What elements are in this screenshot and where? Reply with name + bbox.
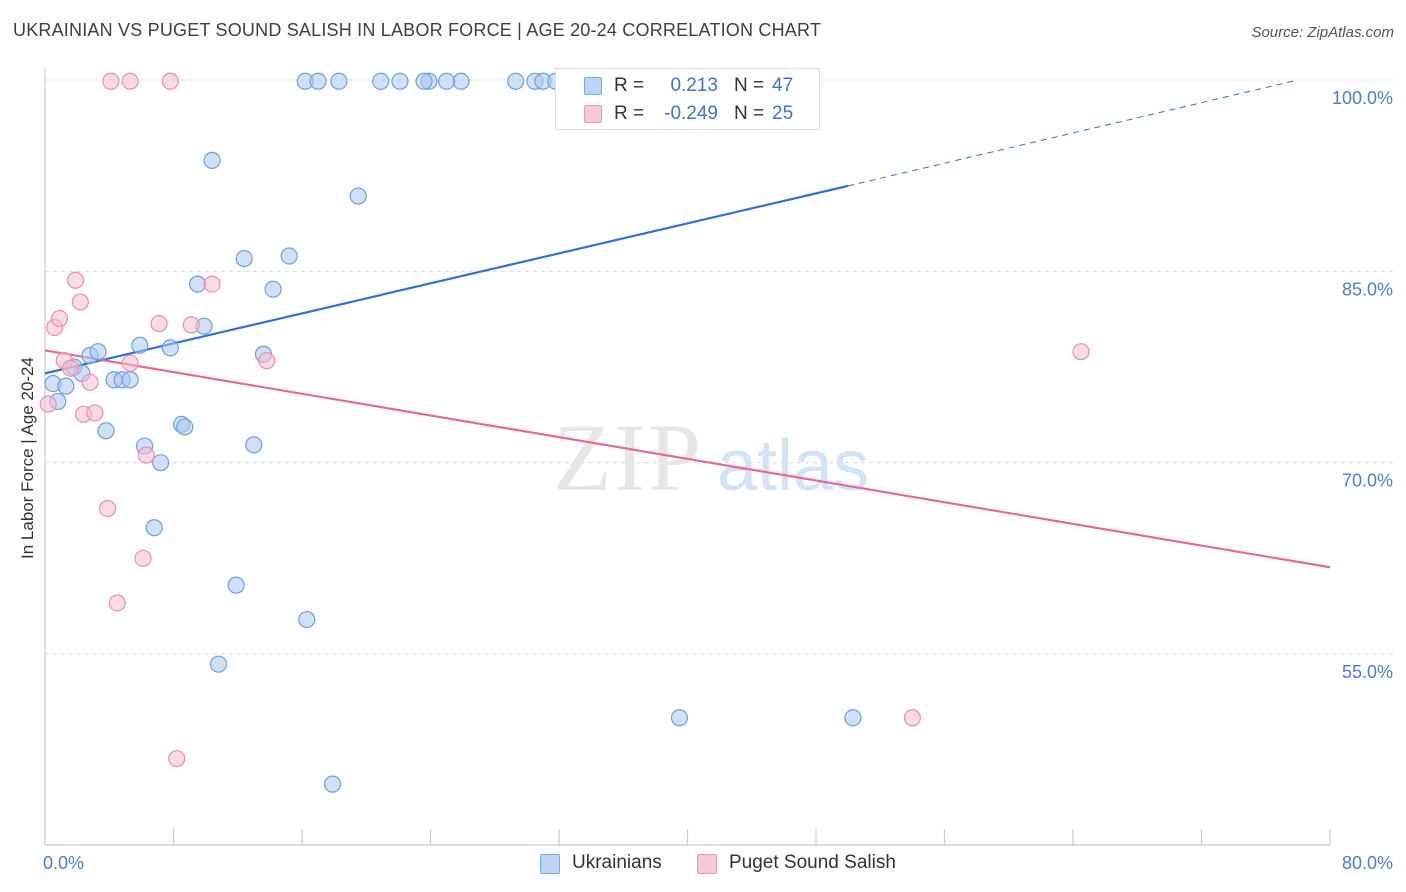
legend-swatch-puget-sound-salish — [697, 854, 717, 874]
trend-line-ukrainians-extension — [848, 79, 1298, 187]
stats-row-ukrainians: R = 0.213 N = 47 — [556, 72, 819, 100]
puget-sound-salish-point — [203, 275, 221, 293]
legend-swatch-ukrainians — [540, 854, 560, 874]
puget-sound-salish-point — [99, 499, 117, 518]
stats-swatch-puget-sound-salish — [584, 105, 602, 123]
stats-n-label: N = — [734, 75, 765, 96]
ukrainians-point — [844, 709, 862, 727]
ukrainians-point — [415, 72, 433, 90]
puget-sound-salish-point — [168, 749, 186, 768]
ukrainians-point — [330, 72, 348, 90]
puget-sound-salish-point — [62, 359, 80, 377]
legend-label-puget-sound-salish: Puget Sound Salish — [729, 852, 896, 873]
stats-box: R = 0.213 N = 47 R = -0.249 N = 25 — [555, 68, 820, 130]
ukrainians-point — [437, 72, 456, 90]
ukrainians-point — [670, 709, 689, 727]
ukrainians-point — [309, 72, 327, 90]
puget-sound-salish-point — [71, 293, 89, 311]
ukrainians-point — [121, 371, 139, 389]
stats-n-label: N = — [734, 103, 765, 124]
ukrainians-point — [372, 72, 390, 90]
source-credit: Source: ZipAtlas.com — [1251, 24, 1394, 41]
puget-sound-salish-point — [182, 316, 200, 334]
tick-labels: 100.0% 85.0% 70.0% 55.0% 0.0% 80.0% — [43, 88, 1393, 873]
ukrainians-point — [349, 187, 367, 205]
ukrainians-point — [280, 247, 298, 265]
trend-line-puget-sound-salish — [44, 349, 1331, 569]
puget-sound-salish-point — [134, 549, 152, 567]
stats-swatch-ukrainians — [584, 77, 602, 95]
grid-lines — [45, 79, 1395, 655]
y-tick-label: 100.0% — [1332, 88, 1393, 108]
y-tick-label: 70.0% — [1342, 471, 1393, 491]
ukrainians-point — [452, 72, 470, 90]
stats-r-label: R = — [614, 75, 645, 96]
ukrainians-point — [131, 336, 149, 354]
trend-lines — [44, 79, 1331, 569]
puget-sound-salish-point — [258, 352, 276, 370]
axes — [44, 68, 1331, 846]
stats-row-puget-sound-salish: R = -0.249 N = 25 — [556, 100, 819, 128]
chart-title: UKRAINIAN VS PUGET SOUND SALISH IN LABOR… — [13, 20, 822, 40]
stats-r-value: -0.249 — [664, 103, 718, 124]
ukrainians-point — [227, 576, 245, 594]
ukrainians-point — [209, 655, 228, 673]
ukrainians-point — [298, 610, 316, 629]
stats-n-value: 47 — [772, 75, 794, 96]
ukrainians-point — [507, 72, 525, 90]
ukrainians-point — [161, 339, 179, 357]
x-tick-label: 0.0% — [43, 853, 84, 873]
ukrainians-point — [203, 151, 221, 169]
puget-sound-salish-point — [1072, 343, 1090, 361]
ukrainians-point — [176, 418, 194, 436]
ukrainians-point — [145, 519, 163, 537]
ukrainians-point — [235, 249, 253, 268]
puget-sound-salish-point — [108, 594, 126, 612]
trend-line-ukrainians — [44, 184, 849, 375]
ukrainians-point — [245, 436, 263, 454]
ukrainians-point — [188, 275, 207, 293]
ukrainians-point — [57, 377, 75, 395]
ukrainians-point — [89, 343, 107, 361]
watermark-atlas: atlas — [717, 426, 869, 506]
puget-sound-salish-point — [50, 309, 69, 328]
puget-sound-salish-point — [121, 354, 139, 372]
ukrainians-point — [391, 72, 409, 90]
puget-sound-salish-point — [86, 404, 104, 422]
puget-sound-salish-point — [66, 271, 85, 289]
legend-label-ukrainians: Ukrainians — [572, 852, 662, 873]
ukrainians-point — [97, 422, 115, 440]
puget-sound-salish-point — [137, 446, 155, 464]
data-points — [39, 72, 1090, 793]
puget-sound-salish-point — [121, 72, 139, 90]
puget-sound-salish-point — [903, 709, 921, 727]
ukrainians-point — [264, 280, 282, 298]
watermark: ZIP atlas — [553, 404, 869, 511]
y-tick-label: 85.0% — [1342, 279, 1393, 299]
puget-sound-salish-point — [81, 373, 99, 391]
stats-r-value: 0.213 — [670, 75, 718, 96]
puget-sound-salish-point — [102, 72, 120, 90]
stats-n-value: 25 — [772, 103, 794, 124]
puget-sound-salish-point — [161, 72, 179, 90]
puget-sound-salish-point — [150, 315, 168, 333]
y-tick-label: 55.0% — [1342, 662, 1393, 682]
ukrainians-point — [323, 775, 342, 793]
stats-r-label: R = — [614, 103, 645, 124]
x-tick-label: 80.0% — [1342, 853, 1393, 873]
ukrainians-point — [152, 454, 170, 472]
puget-sound-salish-point — [39, 395, 57, 413]
